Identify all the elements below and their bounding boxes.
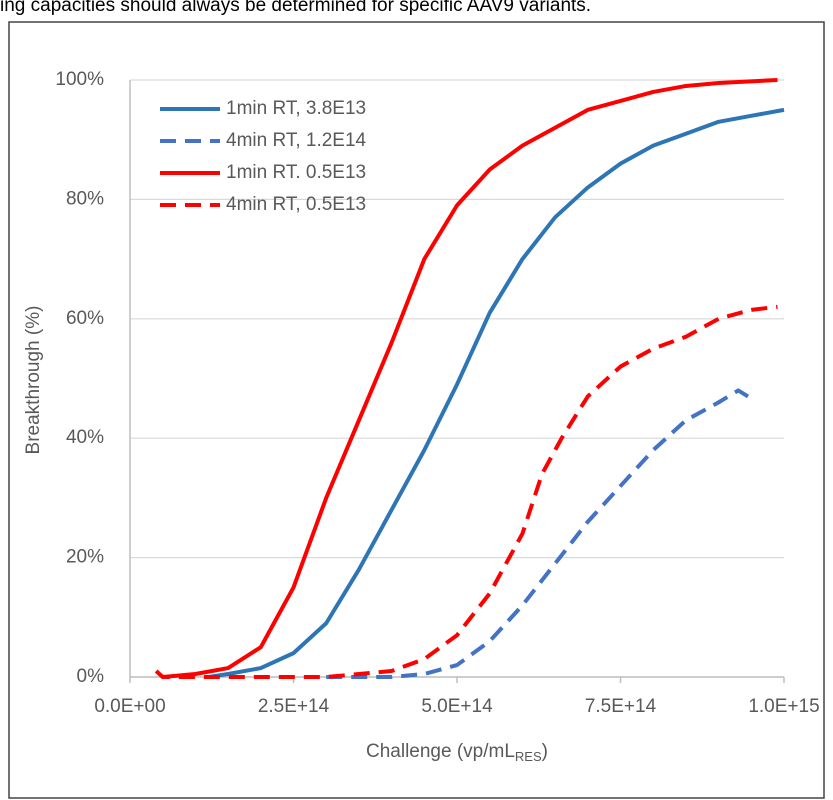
y-axis-label: Breakthrough (%)	[23, 306, 44, 455]
series-line	[162, 78, 778, 679]
y-tick-label: 40%	[66, 427, 104, 448]
x-tick-label: 2.5E+14	[258, 696, 330, 717]
x-tick-label: 5.0E+14	[421, 696, 493, 717]
x-tick-label: 1.0E+15	[748, 696, 819, 717]
x-tick-label: 7.5E+14	[585, 696, 657, 717]
y-tick-label: 0%	[77, 666, 105, 687]
x-axis-label: Challenge (vp/mLRES)	[366, 741, 548, 764]
y-tick-label: 80%	[66, 188, 104, 209]
x-axis-label-end: )	[542, 741, 548, 762]
legend-label: 4min RT, 1.2E14	[226, 130, 367, 151]
series-line	[154, 304, 778, 679]
y-tick-label: 60%	[66, 308, 104, 329]
x-axis-label-main: Challenge (vp/mL	[366, 741, 515, 762]
chart-frame	[8, 21, 825, 799]
legend-label: 1min RT, 3.8E13	[226, 98, 366, 119]
x-tick-label: 0.0E+00	[94, 696, 165, 717]
series-line	[326, 388, 750, 679]
y-tick-label: 100%	[55, 69, 104, 90]
series-line	[208, 107, 785, 679]
y-tick-label: 20%	[66, 547, 104, 568]
caption: ing capacities should always be determin…	[0, 0, 591, 16]
legend-label: 1min RT. 0.5E13	[226, 162, 366, 183]
x-axis-label-sub: RES	[515, 749, 542, 764]
legend-label: 4min RT, 0.5E13	[226, 194, 366, 215]
